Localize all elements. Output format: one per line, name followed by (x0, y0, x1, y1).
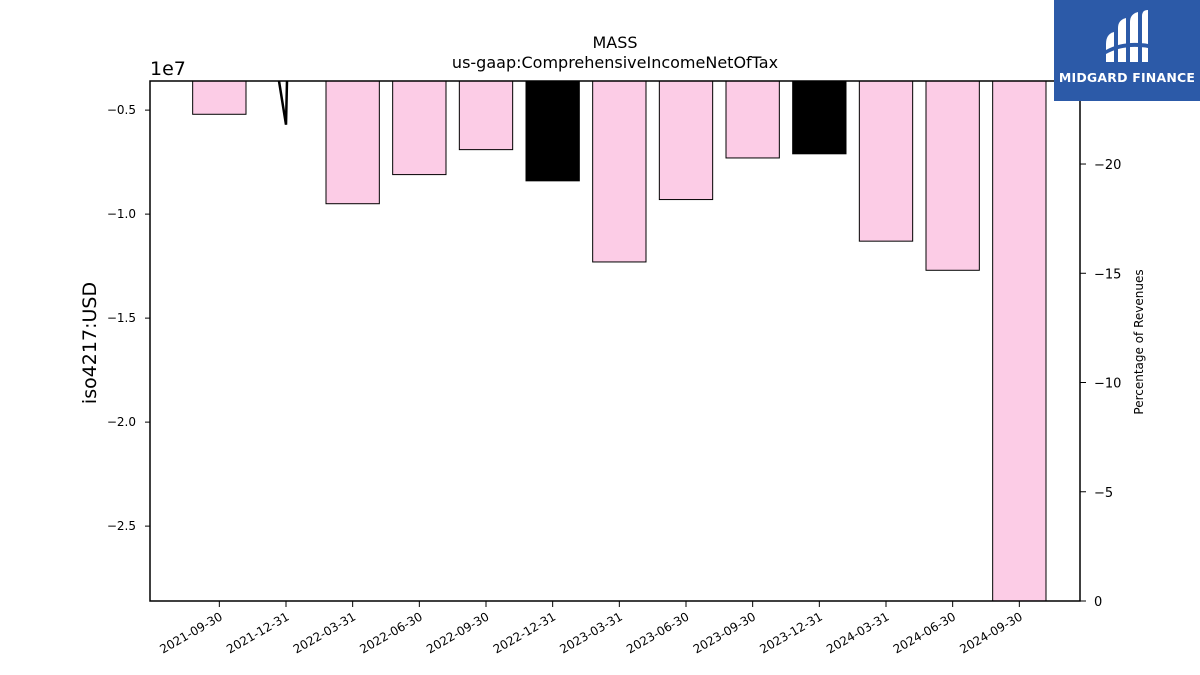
x-tick-label: 2024-09-30 (957, 609, 1024, 656)
midgard-finance-logo: MIDGARD FINANCE (1054, 0, 1200, 101)
y-tick-label: −0.5 (107, 103, 136, 117)
bar (325, 80, 380, 205)
plot-frame (149, 80, 1081, 602)
midgard-logo-icon (1106, 10, 1148, 62)
x-tick-label: 2023-09-30 (691, 609, 758, 656)
y2-tick-label: −20 (1094, 158, 1121, 173)
bar (725, 80, 780, 159)
bar (992, 80, 1047, 602)
bar (592, 80, 647, 263)
bar (792, 80, 847, 155)
x-tick-label: 2022-03-31 (291, 609, 358, 656)
y2-tick-label: 0 (1094, 595, 1102, 610)
y2-tick-label: −10 (1094, 377, 1121, 392)
x-tick-label: 2022-09-30 (424, 609, 491, 656)
chart-title: MASS (592, 33, 637, 52)
x-tick-label: 2023-06-30 (624, 609, 691, 656)
x-tick-label: 2023-12-31 (757, 609, 824, 656)
bar (858, 80, 914, 242)
bar (192, 80, 247, 115)
bar (925, 80, 980, 271)
y-tick-label: −1.5 (107, 311, 136, 325)
y-tick-label: −2.0 (107, 415, 136, 429)
y2-tick-label: −5 (1094, 486, 1113, 501)
y2-tick-label: −15 (1094, 267, 1121, 282)
x-tick-label: 2021-09-30 (157, 609, 224, 656)
bar (392, 80, 447, 176)
x-tick-label: 2023-03-31 (557, 609, 624, 656)
x-tick-label: 2024-03-31 (824, 609, 891, 656)
bar (458, 80, 514, 151)
chart-subtitle: us-gaap:ComprehensiveIncomeNetOfTax (452, 53, 778, 72)
y2-axis-label: Percentage of Revenues (1132, 269, 1146, 414)
bar (658, 80, 714, 201)
x-tick-label: 2024-06-30 (891, 609, 958, 656)
bar (525, 80, 580, 182)
y-offset-text: 1e7 (150, 58, 186, 80)
y-tick-label: −2.5 (107, 519, 136, 533)
x-tick-label: 2021-12-31 (224, 609, 291, 656)
logo-text: MIDGARD FINANCE (1058, 70, 1196, 85)
spike-line (277, 80, 289, 125)
y-tick-label: −1.0 (107, 207, 136, 221)
x-tick-label: 2022-12-31 (491, 609, 558, 656)
y-axis-label: iso4217:USD (79, 282, 101, 404)
x-tick-label: 2022-06-30 (357, 609, 424, 656)
